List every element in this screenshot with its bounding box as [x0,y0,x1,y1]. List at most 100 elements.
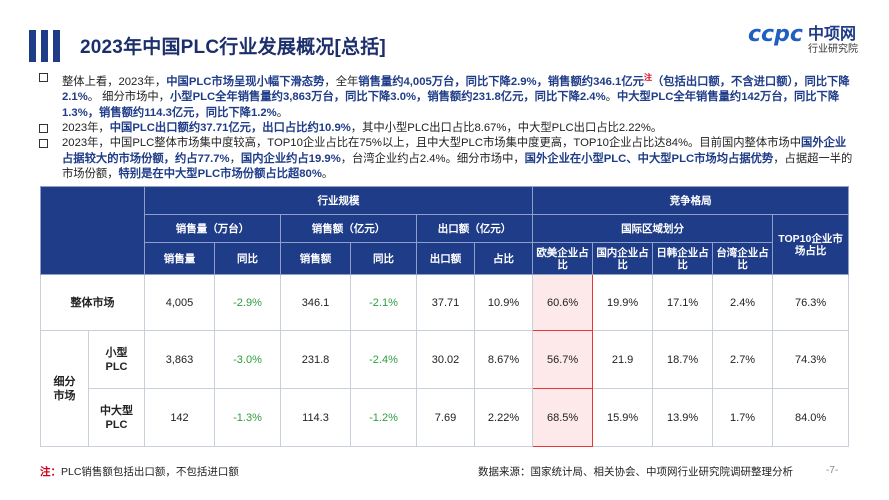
bullet-segment: ，全年 [324,75,359,88]
cell-export-share: 10.9% [473,274,534,331]
bullet-item: 整体上看，2023年，中国PLC市场呈现小幅下滑态势，全年销售量约4,005万台… [37,70,855,121]
cell-japan-korea-share: 18.7% [652,330,714,389]
row-label: 整体市场 [40,274,145,331]
cell-top10-share: 74.3% [772,330,850,389]
cell-export: 30.02 [416,330,475,389]
cell-taiwan-share: 2.4% [712,274,774,331]
header-competition: 竞争格局 [532,186,850,215]
cell-domestic-share: 19.9% [592,274,654,331]
header-sales-amount: 销售额（亿元） [280,214,417,243]
bullet-text: 2023年，中国PLC整体市场集中度较高，TOP10企业占比在75%以上，且中大… [62,137,852,180]
cell-amount: 346.1 [280,274,351,331]
header-volume: 销售量 [144,242,215,275]
segment-label-text: 细分市场 [53,375,76,402]
footnote: 注：PLC销售额包括出口额，不包括进口额 [40,464,239,479]
page-number: -7- [826,465,839,476]
header-region: 国际区域划分 [532,214,774,243]
table-row: 中大型PLC 142 -1.3% 114.3 -1.2% 7.69 2.22% … [41,388,850,447]
highlight-text: 国外企业在小型PLC、中大型PLC市场均占据优势 [524,152,774,165]
cell-volume: 142 [144,388,215,447]
header-volume-yoy: 同比 [214,242,281,275]
highlight-text: 中国PLC市场呈现小幅下滑态势 [166,75,325,88]
cell-amount-yoy: -1.2% [350,388,417,447]
logo-subtitle: 行业研究院 [808,44,858,55]
bullet-segment: 。 细分市场中， [87,91,170,104]
cell-japan-korea-share: 13.9% [652,388,714,447]
highlight-text: （包括出口额，不含进口额），同比下降2.1% [62,75,850,104]
bullet-segment: 。 [605,91,617,104]
highlight-text: 国外企业占据较大的市场份额，约占77.7% [62,137,847,165]
cell-top10-share: 84.0% [772,388,850,447]
row-label-text: 中大型PLC [100,404,133,431]
cell-top10-share: 76.3% [772,274,850,331]
header-industry-scale: 行业规模 [143,186,534,215]
bullet-segment: ，台湾企业约占2.4%。细分市场中， [340,152,525,165]
cell-taiwan-share: 2.7% [712,330,774,389]
logo-brand: ccpc [748,22,803,47]
cell-eu-us-share: 60.6% [532,274,594,331]
header-amount: 销售额 [280,242,351,275]
cell-amount: 114.3 [280,388,351,447]
cell-volume: 4,005 [144,274,215,331]
table-row: 细分市场 小型PLC 3,863 -3.0% 231.8 -2.4% 30.02… [40,330,850,447]
square-bullet-icon [39,139,48,149]
header-top10: TOP10企业市场占比 [772,214,850,275]
cell-volume-yoy: -2.9% [214,274,281,331]
plc-market-table: 行业规模 竞争格局 销售量（万台） 销售额（亿元） 出口额（亿元） 国际区域划分… [40,186,850,447]
cell-domestic-share: 15.9% [592,388,654,447]
data-source: 数据来源：国家统计局、相关协会、中项网行业研究院调研整理分析 [478,466,793,478]
summary-bullets: 整体上看，2023年，中国PLC市场呈现小幅下滑态势，全年销售量约4,005万台… [37,70,855,183]
header: 2023年中国PLC行业发展概况[总括] ccpc 中项网 行业研究院 [0,0,889,62]
cell-taiwan-share: 1.7% [712,388,774,447]
header-export: 出口额（亿元） [415,214,534,243]
cell-export-share: 2.22% [473,388,534,447]
header-export-amount: 出口额 [416,242,475,275]
cell-amount-yoy: -2.1% [350,274,417,331]
company-logo: ccpc 中项网 行业研究院 [748,18,866,56]
cell-volume-yoy: -3.0% [214,330,281,389]
bullet-item: 2023年，中国PLC出口额约37.71亿元，出口占比约10.9%，其中小型PL… [37,121,855,136]
header-taiwan-share: 台湾企业占比 [712,242,774,275]
highlight-text: 中大型PLC全年销售量约142万台，同比下降1.3%，销售额约114.3亿元，同… [62,91,840,119]
cell-export: 37.71 [416,274,475,331]
header-japan-korea-share: 日韩企业占比 [652,242,714,275]
header-sales-volume: 销售量（万台） [144,214,281,243]
footnote-text: PLC销售额包括出口额，不包括进口额 [61,466,239,478]
row-label: 小型PLC [88,330,145,389]
page-title: 2023年中国PLC行业发展概况[总括] [80,37,386,58]
cell-domestic-share: 21.9 [592,330,654,389]
cell-amount: 231.8 [280,330,351,389]
header-export-share: 占比 [473,242,534,275]
bullet-segment: ，占据超一半的市场份额， [62,152,853,181]
square-bullet-icon [39,123,48,133]
bullet-segment: 2023年， [62,121,110,134]
footnote-label: 注： [40,466,61,478]
cell-japan-korea-share: 17.1% [652,274,714,331]
highlight-text: 特别是在中大型PLC市场份额占比超80% [118,168,322,181]
highlight-text: 小型PLC全年销售量约3,863万台，同比下降3.0%，销售额约231.8亿元，… [169,91,606,104]
bullet-item: 2023年，中国PLC整体市场集中度较高，TOP10企业占比在75%以上，且中大… [37,136,855,182]
cell-export: 7.69 [416,388,475,447]
header-amount-yoy: 同比 [350,242,417,275]
cell-eu-us-share: 68.5% [532,388,594,447]
segment-label: 细分市场 [40,330,89,447]
square-bullet-icon [39,73,48,82]
row-label-text: 小型PLC [105,346,128,373]
row-label: 中大型PLC [88,388,145,447]
bullet-text: 2023年，中国PLC出口额约37.71亿元，出口占比约10.9%，其中小型PL… [62,122,662,134]
bullet-text: 整体上看，2023年，中国PLC市场呈现小幅下滑态势，全年销售量约4,005万台… [62,73,850,119]
bullet-segment: 2023年，中国PLC整体市场集中度较高，TOP10企业占比在75%以上，且中大… [62,137,802,150]
cell-volume-yoy: -1.3% [214,388,281,447]
table-row: 整体市场 4,005 -2.9% 346.1 -2.1% 37.71 10.9%… [40,274,850,331]
bullet-segment: 。 [321,168,334,181]
cell-amount-yoy: -2.4% [350,330,417,389]
bullet-segment: 整体上看，2023年， [62,75,167,88]
highlight-text: 销售量约4,005万台，同比下降2.9%，销售额约346.1亿元 [358,75,644,88]
logo-name: 中项网 [808,26,857,43]
header-domestic-share: 国内企业占比 [592,242,654,275]
highlight-text: 国内企业约占19.9% [240,152,341,165]
bullet-segment: ，其中小型PLC出口占比8.67%，中大型PLC出口占比2.22%。 [350,121,663,134]
note-marker: 注 [643,73,652,82]
header-eu-us-share: 欧美企业占比 [532,242,594,275]
highlight-text: 中国PLC出口额约37.71亿元，出口占比约10.9% [109,121,351,134]
